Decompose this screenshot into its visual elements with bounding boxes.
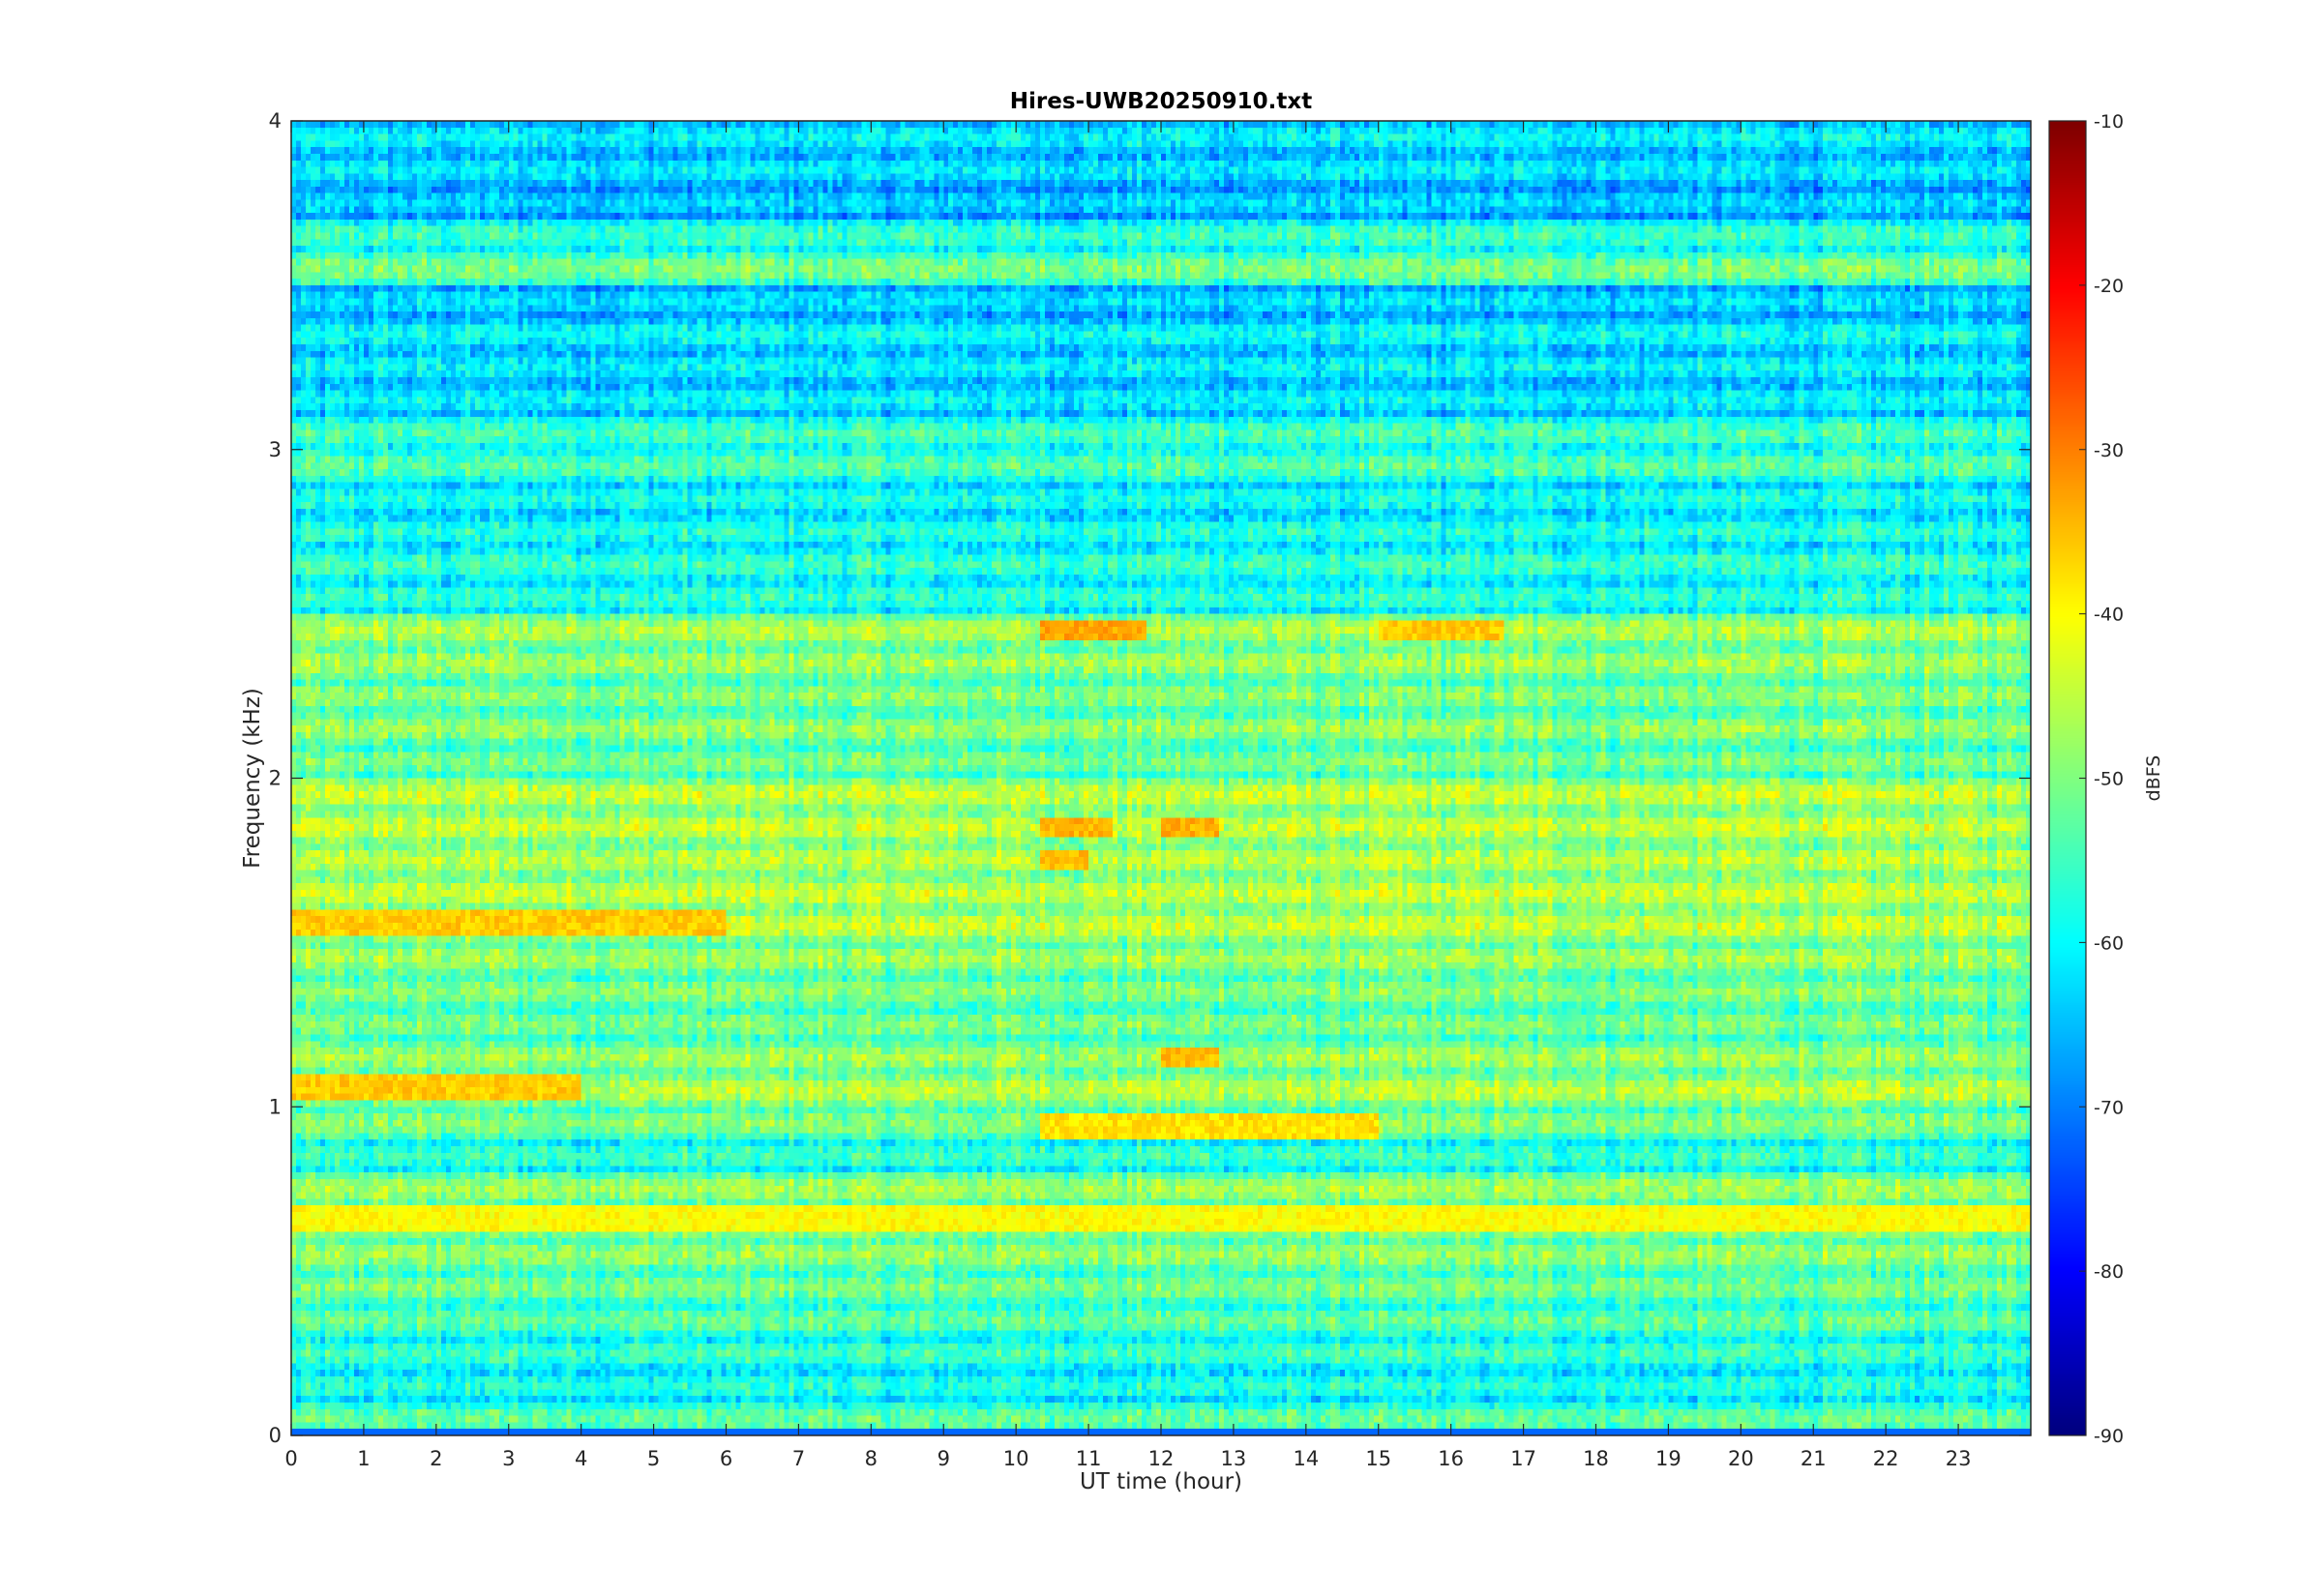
heatmap-image-container <box>291 121 2031 1435</box>
x-tick-label: 8 <box>865 1447 878 1470</box>
y-tick-label: 1 <box>269 1095 282 1118</box>
colorbar-tick-label: -50 <box>2094 769 2124 790</box>
x-axis-label: UT time (hour) <box>1080 1469 1242 1494</box>
colorbar-tick-label: -10 <box>2094 111 2124 133</box>
x-tick-label: 10 <box>1003 1447 1029 1470</box>
y-axis-label: Frequency (kHz) <box>240 688 265 869</box>
x-tick-label: 13 <box>1221 1447 1247 1470</box>
x-tick-label: 23 <box>1946 1447 1972 1470</box>
x-tick-label: 9 <box>938 1447 950 1470</box>
x-tick-label: 0 <box>284 1447 297 1470</box>
colorbar-label: dBFS <box>2143 755 2164 802</box>
x-tick-label: 6 <box>720 1447 732 1470</box>
x-tick-label: 2 <box>430 1447 442 1470</box>
y-tick-label: 3 <box>269 438 282 461</box>
x-tick-label: 15 <box>1365 1447 1391 1470</box>
y-axis: 0 1 2 3 4 <box>269 109 2031 1447</box>
colorbar-ticks: -90 -80 -70 -60 -50 -40 -30 -20 -10 <box>2079 111 2124 1447</box>
x-tick-label: 1 <box>357 1447 370 1470</box>
colorbar-tick-label: -90 <box>2094 1426 2124 1447</box>
x-tick-label: 16 <box>1438 1447 1464 1470</box>
y-tick-label: 0 <box>269 1424 282 1447</box>
x-tick-label: 18 <box>1583 1447 1609 1470</box>
x-tick-label: 11 <box>1076 1447 1102 1470</box>
x-tick-label: 22 <box>1873 1447 1899 1470</box>
heatmap-canvas <box>291 121 2031 1435</box>
y-tick-label: 2 <box>269 767 282 790</box>
x-tick-label: 14 <box>1293 1447 1319 1470</box>
x-tick-label: 4 <box>575 1447 587 1470</box>
colorbar-tick-label: -40 <box>2094 605 2124 626</box>
x-tick-label: 12 <box>1148 1447 1175 1470</box>
x-tick-label: 20 <box>1728 1447 1754 1470</box>
x-tick-label: 21 <box>1801 1447 1827 1470</box>
x-tick-label: 3 <box>502 1447 515 1470</box>
colorbar-tick-label: -80 <box>2094 1261 2124 1283</box>
colorbar-tick-label: -70 <box>2094 1097 2124 1118</box>
y-tick-label: 4 <box>269 109 282 133</box>
colorbar-tick-label: -30 <box>2094 440 2124 461</box>
x-tick-label: 17 <box>1510 1447 1536 1470</box>
x-axis: 0 1 2 3 4 5 6 7 8 9 10 11 12 13 14 15 16 17 18 19 20 21 22 23 <box>284 121 1971 1470</box>
x-tick-label: 19 <box>1655 1447 1682 1470</box>
x-tick-label: 5 <box>647 1447 660 1470</box>
x-tick-label: 7 <box>792 1447 805 1470</box>
colorbar-tick-label: -60 <box>2094 932 2124 954</box>
chart-title: Hires-UWB20250910.txt <box>1010 89 1312 114</box>
colorbar-tick-label: -20 <box>2094 276 2124 297</box>
